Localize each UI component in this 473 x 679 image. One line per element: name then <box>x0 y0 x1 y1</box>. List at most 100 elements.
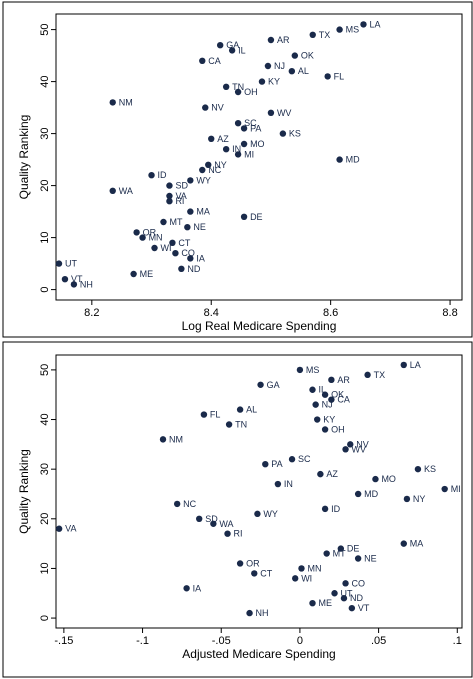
data-point-nv <box>347 441 354 448</box>
data-point-tx <box>364 371 371 379</box>
data-point-ri <box>166 198 173 205</box>
data-point-al <box>236 406 244 413</box>
data-point-mn <box>139 234 146 241</box>
data-label-fl: FL <box>210 410 221 420</box>
data-point-va <box>166 192 173 200</box>
data-label-mi: MI <box>451 484 461 494</box>
data-point-wa <box>210 520 217 527</box>
data-label-ri: RI <box>234 529 243 539</box>
x-tick-label: -.1 <box>136 635 149 647</box>
data-label-al: AL <box>246 405 257 415</box>
data-label-tn: TN <box>232 82 244 92</box>
data-label-nd: ND <box>350 593 363 603</box>
data-point-nh <box>246 609 253 617</box>
data-point-ks <box>414 465 422 473</box>
data-point-ma <box>187 208 194 215</box>
chart-panel-adjusted-spending: 0 10 20 30 40 50 -.15 -.1 -.05 0 .05 .1 Adjusted Med… <box>0 340 473 679</box>
data-label-sd: SD <box>175 181 188 191</box>
data-point-va <box>55 525 63 532</box>
y-tick-label: 10 <box>39 231 51 243</box>
y-tick-label: 30 <box>39 127 51 139</box>
data-point-in <box>274 480 282 488</box>
data-point-ar <box>267 36 275 44</box>
data-label-ca: CA <box>208 56 221 66</box>
data-label-ok: OK <box>301 51 314 61</box>
data-label-ga: GA <box>226 40 239 50</box>
data-point-ne <box>184 224 191 231</box>
data-label-ks: KS <box>289 129 301 139</box>
data-label-il: IL <box>238 45 246 55</box>
data-label-il: IL <box>319 385 327 395</box>
data-label-sd: SD <box>205 514 218 524</box>
data-label-ar: AR <box>277 35 290 45</box>
data-label-nh: NH <box>256 608 269 618</box>
data-point-ar <box>328 376 335 384</box>
data-point-ok <box>291 52 299 59</box>
data-label-nc: NC <box>208 165 221 175</box>
data-label-vt: VT <box>358 603 370 613</box>
y-tick-label: 50 <box>39 364 51 376</box>
x-tick-label: 8.4 <box>204 307 219 319</box>
data-point-ga <box>216 42 224 49</box>
data-point-nm <box>159 436 167 443</box>
x-tick-label: 0 <box>297 635 303 647</box>
data-point-co <box>342 580 349 587</box>
data-label-ok: OK <box>331 390 344 400</box>
data-point-az <box>208 135 215 142</box>
x-tick-label: -.05 <box>212 635 231 647</box>
data-point-nc <box>199 166 206 174</box>
x-tick-label: 8.6 <box>323 307 338 319</box>
x-axis-title: Log Real Medicare Spending <box>182 319 337 333</box>
data-label-wi: WI <box>301 573 312 583</box>
data-point-ca <box>328 396 335 403</box>
data-label-sc: SC <box>298 454 311 464</box>
x-tick-label: 8.8 <box>442 307 457 319</box>
data-point-id <box>321 505 329 513</box>
data-point-in <box>222 146 230 153</box>
data-point-nh <box>70 281 78 288</box>
data-label-wa: WA <box>219 519 233 529</box>
data-point-ri <box>224 530 231 537</box>
data-label-mt: MT <box>333 549 346 559</box>
data-point-az <box>317 470 324 478</box>
data-label-or: OR <box>143 227 157 237</box>
data-point-wi <box>291 575 299 582</box>
data-label-nv: NV <box>356 439 369 449</box>
data-point-il <box>309 386 316 393</box>
data-label-ma: MA <box>410 539 424 549</box>
data-point-ms <box>336 26 343 33</box>
data-label-or: OR <box>246 558 260 568</box>
data-label-ct: CT <box>260 568 272 578</box>
y-tick-label: 40 <box>39 75 51 87</box>
data-label-id: ID <box>158 170 168 180</box>
x-tick-label: .05 <box>371 635 386 647</box>
data-label-ct: CT <box>178 238 190 248</box>
data-label-nc: NC <box>183 499 196 509</box>
data-point-ga <box>257 381 264 388</box>
data-point-wi <box>151 244 158 252</box>
data-point-ma <box>400 540 407 547</box>
data-label-ut: UT <box>65 259 77 269</box>
y-tick-label: 20 <box>39 513 51 525</box>
data-point-ia <box>187 255 194 262</box>
data-point-oh <box>234 88 242 96</box>
data-label-ri: RI <box>175 196 184 206</box>
x-axis-title: Adjusted Medicare Spending <box>182 647 335 661</box>
data-point-la <box>400 361 407 369</box>
data-point-ca <box>199 57 206 64</box>
data-point-ok <box>321 391 329 398</box>
data-point-ne <box>354 555 362 562</box>
data-point-wy <box>187 177 194 184</box>
data-point-sc <box>234 120 242 127</box>
data-label-oh: OH <box>331 424 345 434</box>
data-point-ms <box>296 366 304 374</box>
data-label-vt: VT <box>71 274 83 284</box>
y-tick-label: 0 <box>39 287 51 293</box>
data-point-ut <box>331 590 338 597</box>
data-label-ut: UT <box>341 588 353 598</box>
data-point-fl <box>324 73 331 80</box>
data-label-ia: IA <box>196 253 205 263</box>
data-point-sd <box>166 182 173 189</box>
data-label-ga: GA <box>267 380 280 390</box>
scatter-chart-log-spending: 0 10 20 30 40 50 8.2 8.4 8.6 8.8 Log Real Medicare… <box>2 1 473 338</box>
